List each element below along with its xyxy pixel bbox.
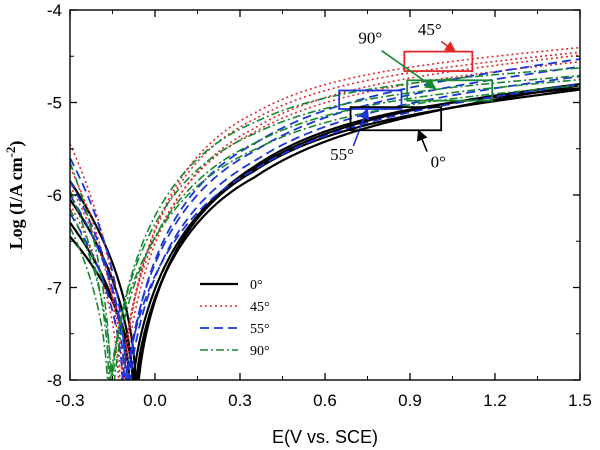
curve-2-2 bbox=[70, 75, 580, 380]
y-tick-label-4: -4 bbox=[47, 1, 62, 20]
curve-2-3 bbox=[70, 83, 580, 380]
x-tick-label-2: 0.3 bbox=[228, 391, 252, 410]
curve-2-1 bbox=[70, 65, 580, 380]
curve-0-2 bbox=[70, 83, 580, 380]
legend: 0° 45° 55° 90° bbox=[200, 278, 270, 359]
x-tick-label-4: 0.9 bbox=[398, 391, 422, 410]
curve-2-0 bbox=[70, 58, 580, 380]
legend-label-2: 55° bbox=[250, 322, 270, 337]
ticks-layer: -0.3 0.0 0.3 0.6 0.9 1.2 1.5 -8 -7 -6 -5 -4 bbox=[47, 1, 592, 410]
x-tick-label-1: 0.0 bbox=[143, 391, 167, 410]
y-axis-title-close: ) bbox=[6, 141, 27, 147]
curve-1-1 bbox=[70, 51, 580, 380]
legend-label-3: 90° bbox=[250, 344, 270, 359]
annotation-arrow-2 bbox=[352, 107, 370, 147]
legend-label-1: 45° bbox=[250, 300, 270, 315]
x-tick-label-6: 1.5 bbox=[568, 391, 592, 410]
y-axis-title-main: Log (I/A cm bbox=[6, 157, 27, 249]
annotation-box-2 bbox=[338, 89, 403, 110]
y-axis-title: Log (I/A cm-2) bbox=[3, 141, 27, 250]
annotation-box-0 bbox=[403, 50, 474, 72]
y-axis-title-sup: -2 bbox=[3, 147, 18, 158]
annotation-box-3 bbox=[349, 106, 443, 132]
curve-3-3 bbox=[70, 84, 580, 380]
annotation-label-2: 55° bbox=[330, 145, 354, 164]
annotation-label-1: 90° bbox=[358, 28, 382, 47]
y-tick-label-0: -8 bbox=[47, 371, 62, 390]
curve-0-3 bbox=[70, 87, 580, 380]
curve-3-1 bbox=[70, 74, 580, 380]
y-tick-label-3: -5 bbox=[47, 94, 62, 113]
annotation-arrow-0 bbox=[440, 40, 457, 53]
curve-3-2 bbox=[70, 78, 580, 380]
annotation-arrow-1 bbox=[381, 50, 437, 90]
y-tick-label-2: -6 bbox=[47, 186, 62, 205]
x-tick-label-0: -0.3 bbox=[55, 391, 84, 410]
annotations-layer: 45° 90° 55° 0° bbox=[330, 20, 494, 171]
curve-0-0 bbox=[70, 88, 580, 380]
x-axis-title: E(V vs. SCE) bbox=[272, 427, 378, 447]
y-tick-label-1: -7 bbox=[47, 279, 62, 298]
x-tick-label-3: 0.6 bbox=[313, 391, 337, 410]
curve-3-0 bbox=[70, 67, 580, 380]
curve-1-0 bbox=[70, 46, 580, 380]
curve-1-2 bbox=[70, 54, 580, 380]
annotation-arrow-3 bbox=[417, 129, 428, 152]
legend-label-0: 0° bbox=[250, 278, 263, 293]
annotation-box-1 bbox=[406, 79, 494, 102]
annotation-label-3: 0° bbox=[431, 152, 446, 171]
x-tick-label-5: 1.2 bbox=[483, 391, 507, 410]
curves-layer bbox=[70, 46, 580, 380]
annotation-label-0: 45° bbox=[418, 20, 442, 39]
